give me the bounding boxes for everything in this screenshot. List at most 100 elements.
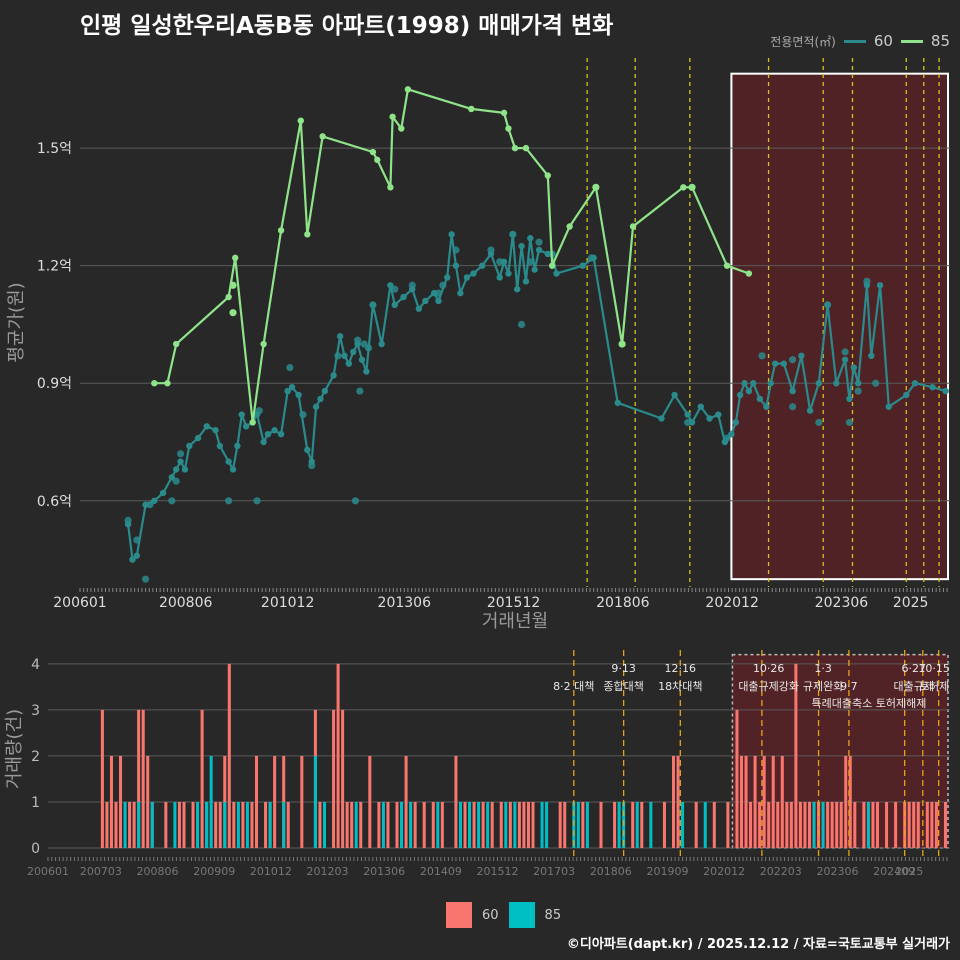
bar-85 bbox=[635, 801, 639, 848]
bottom-x-tick-label: 202306 bbox=[816, 865, 858, 878]
bar-60 bbox=[522, 801, 526, 848]
line-point-60 bbox=[706, 415, 713, 422]
line-point-60 bbox=[780, 360, 788, 367]
point-60 bbox=[789, 356, 797, 364]
line-point-60 bbox=[479, 262, 486, 269]
bar-60 bbox=[431, 801, 435, 848]
bar-60 bbox=[481, 801, 485, 848]
y-tick-label: 1.2억 bbox=[37, 259, 72, 275]
bar-60 bbox=[676, 755, 680, 848]
bar-60 bbox=[807, 801, 811, 848]
policy-date-6: 6·27 bbox=[901, 662, 926, 675]
line-point-85 bbox=[566, 223, 573, 230]
policy-name-7: 토허제 bbox=[919, 680, 949, 693]
line-point-60 bbox=[579, 262, 586, 269]
line-point-60 bbox=[295, 391, 302, 399]
bar-85 bbox=[821, 801, 825, 848]
line-point-60 bbox=[203, 423, 210, 430]
line-point-60 bbox=[518, 242, 525, 250]
bottom-x-tick-label: 201512 bbox=[477, 865, 519, 878]
x-tick-label: 201512 bbox=[487, 595, 540, 611]
line-point-60 bbox=[400, 293, 407, 301]
bar-85 bbox=[513, 801, 517, 848]
bar-60 bbox=[767, 801, 771, 848]
bar-60 bbox=[404, 755, 408, 848]
line-point-60 bbox=[391, 301, 398, 309]
bar-60 bbox=[164, 801, 168, 848]
bar-60 bbox=[463, 801, 467, 848]
line-point-60 bbox=[841, 356, 849, 363]
line-point-60 bbox=[168, 474, 176, 481]
bar-60 bbox=[835, 801, 839, 848]
bar-60 bbox=[798, 801, 802, 848]
line-point-60 bbox=[513, 285, 521, 293]
bar-60 bbox=[440, 801, 444, 848]
point-60 bbox=[168, 497, 176, 505]
line-point-60 bbox=[885, 403, 892, 410]
line-point-85 bbox=[319, 133, 326, 140]
bar-60 bbox=[894, 801, 898, 848]
line-point-60 bbox=[500, 258, 508, 265]
line-point-60 bbox=[544, 250, 551, 258]
bar-60 bbox=[753, 755, 757, 848]
point-60 bbox=[176, 450, 185, 458]
bottom-x-tick-label: 201409 bbox=[420, 865, 462, 878]
x-tick-label: 202306 bbox=[815, 595, 869, 611]
bar-60 bbox=[182, 801, 186, 848]
legend-title: 전용면적(㎡) bbox=[770, 34, 836, 49]
bar-60 bbox=[885, 801, 889, 848]
line-point-60 bbox=[177, 458, 184, 465]
bar-60 bbox=[662, 801, 666, 848]
line-point-85 bbox=[522, 144, 530, 152]
x-tick-label: 202012 bbox=[705, 595, 758, 611]
bar-60 bbox=[916, 801, 920, 848]
bottom-x-tick-label: 200909 bbox=[193, 865, 235, 878]
point-60 bbox=[789, 403, 797, 411]
bar-60 bbox=[853, 801, 857, 848]
bar-85 bbox=[322, 801, 327, 848]
bottom-x-tick-label: 200806 bbox=[137, 865, 179, 878]
line-point-60 bbox=[688, 419, 696, 426]
bar-60 bbox=[776, 801, 780, 848]
line-point-85 bbox=[374, 156, 381, 164]
legend-swatch-85 bbox=[900, 39, 923, 43]
line-point-60 bbox=[658, 415, 665, 422]
line-point-60 bbox=[444, 274, 451, 281]
line-point-60 bbox=[671, 391, 678, 399]
line-point-60 bbox=[336, 333, 344, 340]
bar-60 bbox=[241, 801, 245, 848]
bar-60 bbox=[377, 801, 381, 848]
line-point-85 bbox=[468, 105, 475, 113]
bar-60 bbox=[862, 801, 866, 848]
bar-85 bbox=[123, 801, 127, 848]
bar-60 bbox=[368, 755, 372, 848]
line-point-60 bbox=[736, 391, 744, 399]
bar-60 bbox=[472, 801, 476, 848]
bar-60 bbox=[694, 801, 698, 848]
line-point-60 bbox=[354, 340, 361, 348]
point-85 bbox=[592, 183, 600, 191]
policy-name-5: 9·7 bbox=[840, 680, 858, 693]
line-point-85 bbox=[500, 109, 508, 117]
line-point-85 bbox=[511, 144, 519, 152]
bottom-x-tick-label: 201909 bbox=[646, 865, 688, 878]
bar-60 bbox=[907, 801, 911, 848]
bar-60 bbox=[803, 801, 807, 848]
line-point-60 bbox=[535, 246, 543, 254]
bar-85 bbox=[576, 801, 580, 848]
line-point-60 bbox=[229, 466, 237, 473]
line-point-60 bbox=[225, 458, 232, 465]
point-85 bbox=[618, 340, 626, 348]
policy-name-6: 대출규제 bbox=[893, 680, 933, 693]
bar-60 bbox=[141, 709, 145, 848]
bar-85 bbox=[282, 801, 286, 848]
bar-60 bbox=[386, 801, 390, 848]
line-point-60 bbox=[151, 497, 158, 504]
line-point-60 bbox=[741, 380, 748, 387]
bar-85 bbox=[812, 801, 816, 848]
line-point-60 bbox=[304, 446, 311, 454]
line-point-85 bbox=[151, 380, 158, 387]
legend-bottom-label-85: 85 bbox=[544, 907, 562, 923]
policy-date-1: 9·13 bbox=[611, 662, 636, 675]
point-60 bbox=[286, 363, 294, 372]
